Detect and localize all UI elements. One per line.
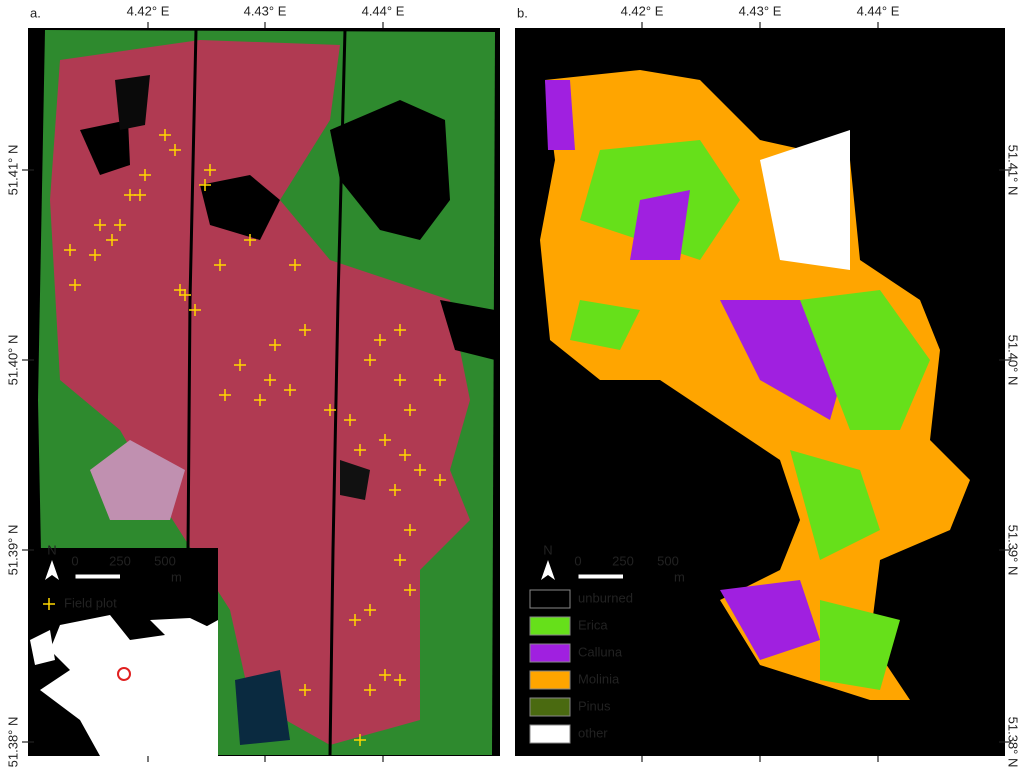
field-plot bbox=[434, 374, 446, 386]
lat-label: 51.41° N bbox=[1006, 145, 1021, 196]
legend-swatch bbox=[529, 697, 571, 717]
field-plot bbox=[69, 279, 81, 291]
field-plot bbox=[64, 244, 76, 256]
scale-bar-half bbox=[623, 574, 668, 579]
legend-label: Pinus bbox=[578, 698, 611, 713]
scale-label: 500 bbox=[154, 553, 176, 568]
legend-swatch bbox=[529, 589, 571, 609]
field-plot bbox=[394, 324, 406, 336]
field-plot bbox=[394, 374, 406, 386]
lon-label: 4.44° E bbox=[362, 3, 405, 18]
scale-label: 0 bbox=[574, 553, 581, 568]
field-plot bbox=[204, 164, 216, 176]
field-plot bbox=[404, 404, 416, 416]
lat-label: 51.39° N bbox=[5, 525, 20, 576]
field-plot bbox=[89, 249, 101, 261]
scale-label: 250 bbox=[109, 553, 131, 568]
legend-swatch bbox=[529, 643, 571, 663]
legend-label: other bbox=[578, 725, 608, 740]
panel-label: b. bbox=[517, 5, 528, 20]
field-plot bbox=[364, 354, 376, 366]
north-arrow bbox=[45, 560, 59, 580]
field-plot bbox=[139, 169, 151, 181]
field-plot bbox=[324, 404, 336, 416]
legend-label: Molinia bbox=[578, 671, 620, 686]
north-label: N bbox=[543, 542, 552, 557]
legend-label: Calluna bbox=[578, 644, 623, 659]
lon-label: 4.43° E bbox=[244, 3, 287, 18]
field-plot bbox=[354, 734, 366, 746]
field-plot bbox=[94, 219, 106, 231]
field-plot bbox=[234, 359, 246, 371]
north-label: N bbox=[47, 542, 56, 557]
legend-swatch bbox=[529, 724, 571, 744]
field-plot bbox=[269, 339, 281, 351]
field-plot bbox=[434, 474, 446, 486]
scale-label: 250 bbox=[612, 553, 634, 568]
field-plot bbox=[179, 289, 191, 301]
lon-label: 4.42° E bbox=[127, 3, 170, 18]
field-plot bbox=[284, 384, 296, 396]
scale-label: 0 bbox=[71, 553, 78, 568]
labels: a. 4.42° E 4.43° E 4.44° E 51.41° N 51.40° N 5… bbox=[5, 3, 1020, 767]
field-plot bbox=[189, 304, 201, 316]
legend-label: unburned bbox=[578, 590, 633, 605]
lat-label: 51.40° N bbox=[5, 335, 20, 386]
field-plot bbox=[394, 674, 406, 686]
legend-symbol bbox=[43, 598, 55, 610]
lat-label: 51.38° N bbox=[1006, 717, 1021, 768]
field-plot bbox=[404, 524, 416, 536]
panel-label: a. bbox=[30, 5, 41, 20]
legend-swatch bbox=[529, 670, 571, 690]
scale-label: 500 bbox=[657, 553, 679, 568]
field-plot bbox=[106, 234, 118, 246]
lat-label: 51.39° N bbox=[1006, 525, 1021, 576]
scale-unit: m bbox=[171, 569, 182, 584]
field-plots bbox=[64, 129, 446, 746]
scale-bar-half bbox=[120, 574, 165, 579]
field-plot bbox=[244, 234, 256, 246]
panel-b-image bbox=[515, 28, 1005, 756]
legend-label: Erica bbox=[578, 617, 608, 632]
lat-label: 51.40° N bbox=[1006, 335, 1021, 386]
legend-label: Field plot bbox=[64, 595, 117, 610]
lat-label: 51.38° N bbox=[5, 717, 20, 768]
field-plot bbox=[299, 324, 311, 336]
north-arrow bbox=[541, 560, 555, 580]
scale-unit: m bbox=[674, 569, 685, 584]
field-plot bbox=[214, 259, 226, 271]
inset bbox=[28, 548, 218, 756]
field-plot bbox=[134, 189, 146, 201]
field-plot bbox=[219, 389, 231, 401]
field-plot bbox=[394, 554, 406, 566]
field-plot bbox=[299, 684, 311, 696]
field-plot bbox=[174, 284, 186, 296]
field-plot bbox=[364, 684, 376, 696]
field-plot bbox=[379, 434, 391, 446]
lon-label: 4.43° E bbox=[739, 3, 782, 18]
field-plot bbox=[254, 394, 266, 406]
field-plot bbox=[169, 144, 181, 156]
field-plot bbox=[354, 444, 366, 456]
lat-label: 51.41° N bbox=[5, 145, 20, 196]
field-plot bbox=[379, 669, 391, 681]
field-plot bbox=[289, 259, 301, 271]
field-plot bbox=[374, 334, 386, 346]
field-plot bbox=[399, 449, 411, 461]
field-plot bbox=[349, 614, 361, 626]
field-plot bbox=[114, 219, 126, 231]
field-plot bbox=[414, 464, 426, 476]
field-plot bbox=[159, 129, 171, 141]
field-plot bbox=[344, 414, 356, 426]
field-plot bbox=[404, 584, 416, 596]
field-plot bbox=[264, 374, 276, 386]
field-plot bbox=[389, 484, 401, 496]
lon-label: 4.44° E bbox=[857, 3, 900, 18]
lon-label: 4.42° E bbox=[621, 3, 664, 18]
field-plot bbox=[199, 179, 211, 191]
field-plot bbox=[364, 604, 376, 616]
legend-swatch bbox=[529, 616, 571, 636]
